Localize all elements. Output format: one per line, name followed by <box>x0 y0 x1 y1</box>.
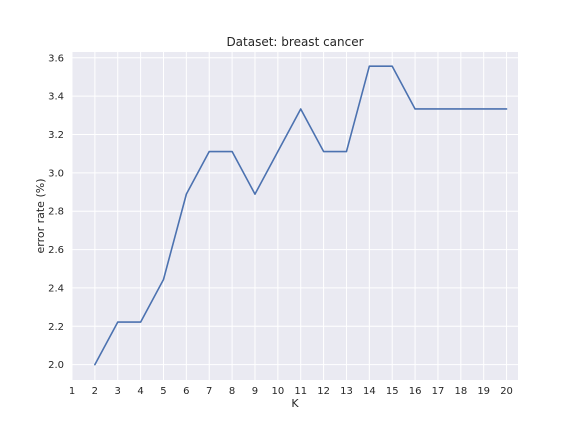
grid-lines <box>71 52 518 380</box>
x-tick-label: 20 <box>500 386 513 397</box>
y-tick-label: 2.2 <box>48 322 64 333</box>
x-tick-label: 16 <box>409 386 422 397</box>
x-tick-label: 14 <box>363 386 376 397</box>
chart-title: Dataset: breast cancer <box>226 35 363 49</box>
x-tick-label: 3 <box>115 386 121 397</box>
x-tick-label: 17 <box>432 386 445 397</box>
x-tick-label: 5 <box>160 386 166 397</box>
y-tick-label: 3.6 <box>48 53 64 64</box>
y-axis-label: error rate (%) <box>34 178 47 253</box>
y-tick-label: 2.8 <box>48 207 64 218</box>
y-tick-label: 3.4 <box>48 92 64 103</box>
x-axis-label: K <box>291 397 299 410</box>
series-layer <box>94 65 508 366</box>
y-tick-label: 3.2 <box>48 130 64 141</box>
y-tick-label: 3.0 <box>48 168 64 179</box>
x-tick-label: 7 <box>206 386 212 397</box>
x-tick-label: 2 <box>92 386 98 397</box>
x-tick-label: 15 <box>386 386 399 397</box>
plot-area <box>72 52 518 380</box>
x-tick-label: 4 <box>137 386 143 397</box>
x-tick-label: 1 <box>69 386 75 397</box>
y-tick-label: 2.4 <box>48 283 64 294</box>
x-tick-label: 9 <box>252 386 258 397</box>
tick-labels: 1 2 3 4 5 6 7 8 9 10 11 12 13 14 15 16 17 18 19 202.02.22.4… <box>48 53 513 397</box>
x-tick-label: 13 <box>340 386 353 397</box>
x-tick-label: 19 <box>477 386 490 397</box>
x-tick-label: 11 <box>294 386 307 397</box>
x-tick-label: 8 <box>229 386 235 397</box>
x-tick-label: 6 <box>183 386 189 397</box>
x-tick-label: 12 <box>317 386 330 397</box>
x-tick-label: 18 <box>454 386 467 397</box>
y-tick-label: 2.0 <box>48 360 64 371</box>
y-tick-label: 2.6 <box>48 245 64 256</box>
x-tick-label: 10 <box>271 386 284 397</box>
